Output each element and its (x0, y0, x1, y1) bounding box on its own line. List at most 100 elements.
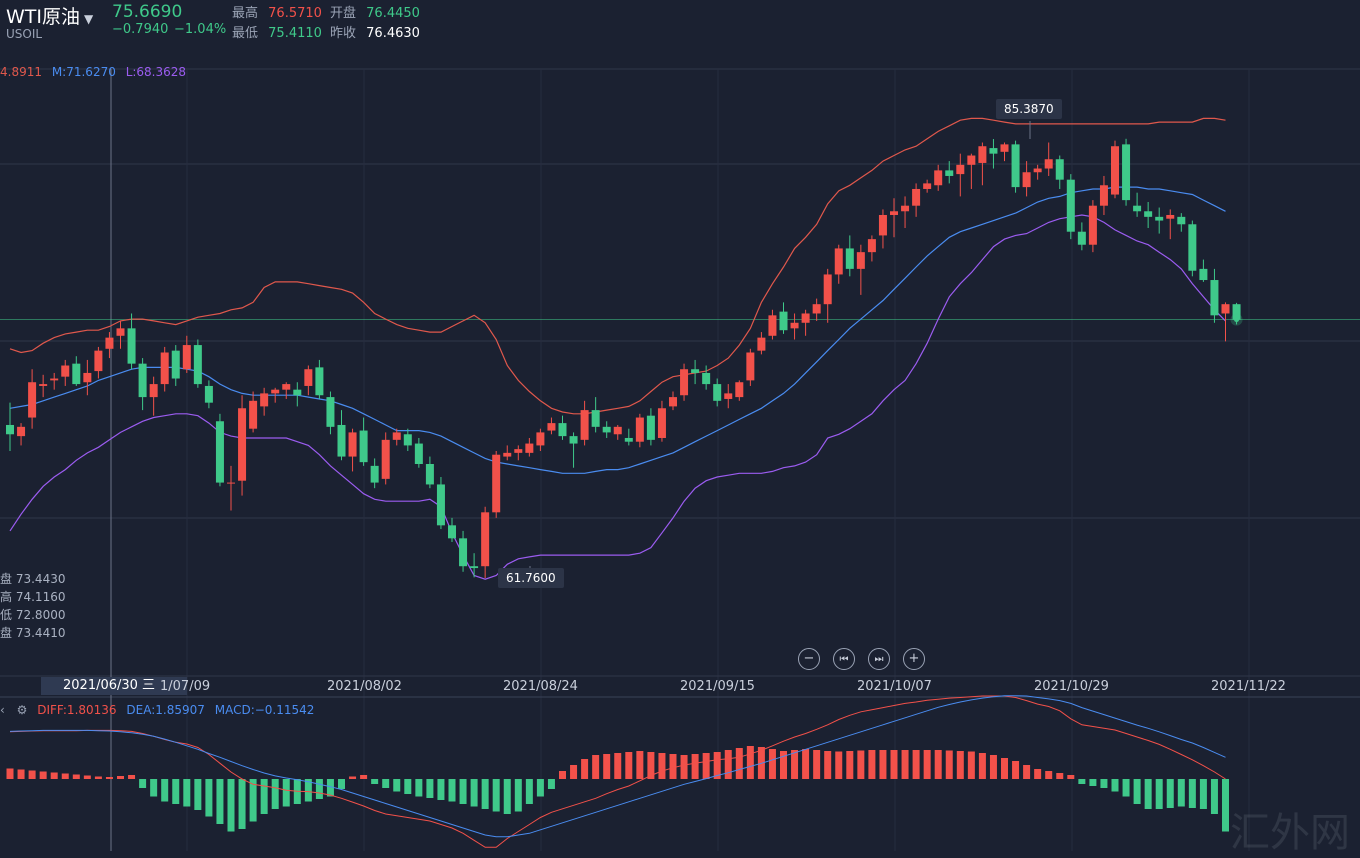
candle-body (293, 389, 302, 396)
candle-body (370, 465, 379, 483)
x-tick-label: 2021/08/02 (327, 679, 402, 694)
candlestick (39, 374, 48, 398)
candlestick (436, 477, 445, 530)
candle-body (503, 452, 512, 457)
ohlc-open: 盘 73.4430 (0, 570, 65, 587)
candlestick (635, 413, 644, 448)
candle-body (17, 426, 26, 437)
candle-body (260, 393, 269, 407)
macd-histogram-bar (1023, 765, 1031, 779)
candlestick (271, 387, 280, 403)
x-tick-label: 2021/10/29 (1034, 679, 1109, 694)
candle-body (1022, 172, 1031, 188)
candle-body (94, 350, 103, 372)
open-value: 76.4450 (366, 6, 420, 21)
low-value: 75.4110 (268, 26, 322, 41)
macd-histogram-bar (415, 779, 423, 797)
macd-histogram-bar (1056, 773, 1064, 779)
ohlc-low: 低 72.8000 (0, 606, 65, 623)
ohlc-low-value: 72.8000 (15, 608, 66, 622)
candle-body (591, 410, 600, 427)
lower-band-line (9, 214, 1226, 580)
macd-histogram-bar (625, 752, 633, 779)
crosshair-date: 2021/06/30 三 (41, 677, 187, 695)
candlestick (602, 421, 611, 438)
zoom-in-button[interactable]: + (903, 648, 925, 670)
candle-body (547, 423, 556, 431)
low-label: 最低 (232, 26, 259, 41)
candle-body (1099, 185, 1108, 206)
candlestick (61, 359, 70, 386)
macd-histogram-bar (923, 750, 931, 779)
scroll-prev-button[interactable]: ⏮ (833, 648, 855, 670)
candlestick (779, 302, 788, 334)
candle-body (1055, 159, 1064, 180)
candlestick (116, 320, 125, 349)
watermark: 汇外网 (1230, 810, 1350, 856)
prev-close-value: 76.4630 (366, 26, 420, 41)
candlestick (812, 298, 821, 321)
macd-legend: ‹ ⚙ DIFF:1.80136 DEA:1.85907 MACD:−0.115… (0, 703, 314, 717)
macd-histogram-bar (282, 779, 290, 807)
macd-histogram-bar (1155, 779, 1163, 809)
candlestick (337, 410, 346, 461)
candlestick (260, 387, 269, 416)
ohlc-open-label: 盘 (0, 572, 13, 586)
macd-histogram-bar (1166, 779, 1174, 808)
candlestick (746, 348, 755, 386)
zoom-out-button[interactable]: − (798, 648, 820, 670)
macd-histogram-bar (205, 779, 213, 817)
candlestick (1088, 200, 1097, 253)
boll-upper: 4.8911 (0, 65, 42, 79)
candle-body (238, 408, 247, 481)
candle-body (1044, 159, 1053, 169)
candle-body (127, 328, 136, 364)
symbol-selector[interactable]: WTI原油 ▼ (6, 2, 93, 29)
candlestick (724, 384, 733, 409)
settings-gear-icon[interactable]: ⚙ (16, 703, 28, 717)
candle-body (757, 337, 766, 351)
candlestick (105, 332, 114, 359)
macd-histogram-bar (879, 750, 887, 779)
macd-histogram-bar (603, 754, 611, 779)
candle-body (392, 432, 401, 440)
ohlc-close-value: 73.4410 (15, 626, 66, 640)
candlestick (867, 235, 876, 262)
candlestick (1055, 155, 1064, 189)
candlestick (94, 346, 103, 379)
candlestick (127, 313, 136, 370)
macd-histogram-bar (426, 779, 434, 798)
symbol-code: USOIL (6, 27, 43, 41)
candlestick (315, 359, 324, 399)
candlestick (249, 391, 258, 433)
collapse-icon[interactable]: ‹ (0, 703, 5, 717)
macd-histogram-bar (691, 754, 699, 779)
macd-histogram-bar (647, 752, 655, 779)
candlestick (613, 424, 622, 440)
scroll-next-button[interactable]: ⏭ (868, 648, 890, 670)
candlestick (1221, 302, 1230, 342)
macd-histogram-bar (669, 754, 677, 779)
candlestick (459, 530, 468, 572)
last-price-dot (1234, 317, 1240, 323)
candle-body (646, 415, 655, 440)
macd-histogram-bar (945, 750, 953, 779)
macd-histogram-bar (746, 746, 754, 779)
macd-histogram-bar (857, 750, 865, 779)
candle-body (624, 437, 633, 442)
candlestick (28, 369, 37, 429)
macd-histogram-bar (183, 779, 191, 807)
macd-histogram-bar (636, 751, 644, 779)
candlestick (1000, 142, 1009, 162)
candlestick (138, 358, 147, 411)
macd-histogram-bar (349, 776, 357, 779)
macd-histogram-bar (382, 779, 390, 788)
ohlc-open-value: 73.4430 (15, 572, 66, 586)
candle-body (304, 369, 313, 386)
macd-histogram-bar (989, 755, 997, 779)
candlestick (1099, 175, 1108, 215)
caret-down-icon: ▼ (84, 12, 94, 26)
upper-band-line (9, 117, 1226, 415)
diff-line (9, 695, 1226, 848)
